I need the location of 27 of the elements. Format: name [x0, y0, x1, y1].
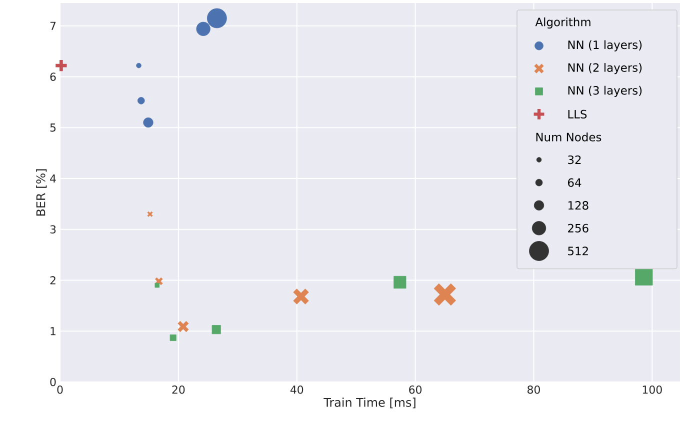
y-tick-label: 7	[50, 22, 56, 30]
y-tick-label: 5	[50, 124, 56, 132]
y-tick-label: 2	[50, 276, 56, 284]
legend-label: NN (3 layers)	[568, 86, 642, 97]
x-tick-label: 0	[57, 386, 63, 394]
legend-label: 128	[568, 201, 588, 210]
x-tick-label: 40	[290, 386, 304, 394]
x-tick-label: 100	[642, 386, 662, 394]
legend-title: Algorithm	[535, 17, 590, 29]
y-tick-label: 6	[50, 72, 56, 81]
legend-label: 32	[568, 155, 581, 164]
legend-label: NN (1 layers)	[568, 40, 642, 52]
y-axis-title: BER [%]	[36, 169, 47, 216]
legend-label: LLS	[568, 110, 587, 119]
x-axis-title: Train Time [ms]	[324, 398, 416, 408]
legend-label: 512	[568, 246, 588, 256]
y-tick-label: 1	[50, 327, 56, 336]
y-tick-label: 0	[50, 378, 56, 386]
y-tick-label: 3	[50, 225, 56, 234]
legend-label: 64	[568, 178, 582, 187]
x-tick-label: 60	[409, 386, 422, 394]
x-tick-label: 20	[172, 386, 185, 394]
legend-label: 256	[568, 224, 588, 233]
x-tick-label: 80	[528, 386, 540, 394]
legend-label: NN (2 layers)	[568, 63, 642, 74]
annotation: Num Nodes	[536, 132, 602, 142]
y-tick-label: 4	[50, 174, 56, 182]
